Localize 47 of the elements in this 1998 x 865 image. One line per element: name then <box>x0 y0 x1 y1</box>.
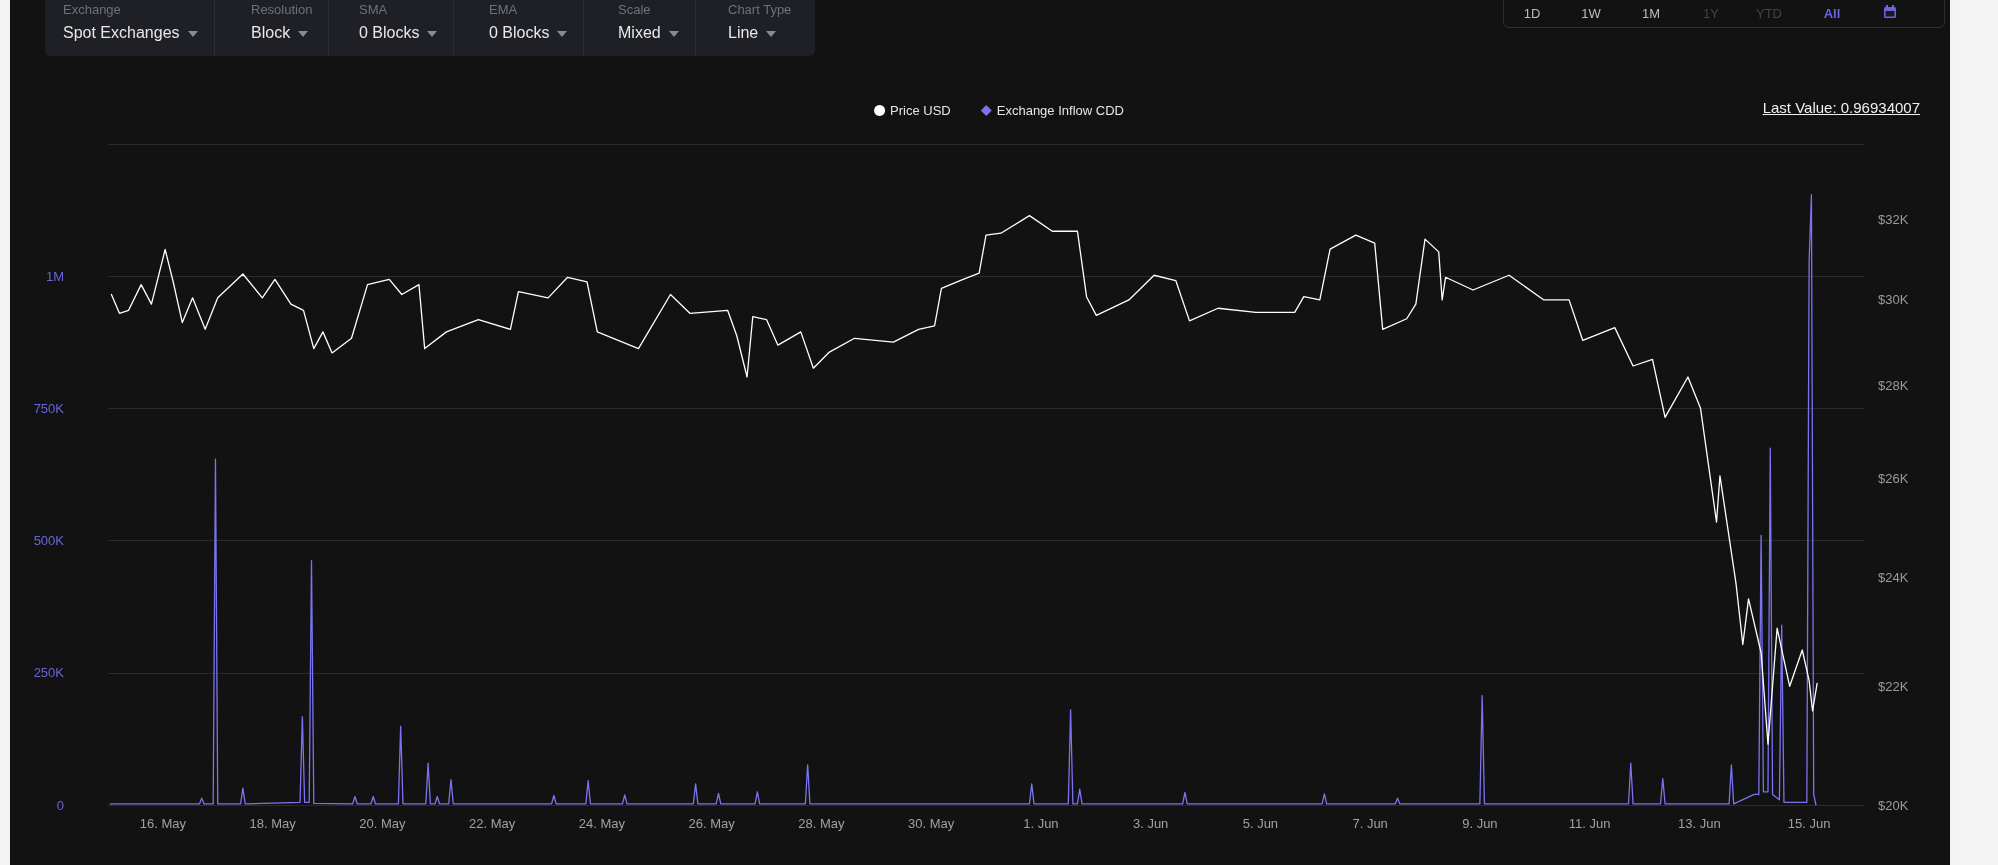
x-tick-label: 15. Jun <box>1787 816 1831 831</box>
text: Scale <box>618 2 652 17</box>
text: Exchange <box>63 2 122 17</box>
y2-tick-label: $20K <box>1878 797 1909 813</box>
y-tick-label: 750K <box>33 400 65 416</box>
x-tick-label: 26. May <box>688 816 736 831</box>
y-tick-label: 500K <box>33 533 65 549</box>
x-tick-label: 18. May <box>249 816 297 831</box>
text: Chart Type <box>728 2 792 17</box>
text: 1M <box>1641 6 1661 21</box>
x-tick-label: 7. Jun <box>1352 816 1388 831</box>
y-tick-label: 250K <box>33 665 65 681</box>
x-tick-label: 20. May <box>359 816 406 831</box>
x-tick-label: 16. May <box>139 816 187 831</box>
text: 0 Blocks <box>489 24 550 41</box>
text: 1D <box>1523 6 1541 21</box>
text: All <box>1823 6 1841 21</box>
legend-label: Exchange Inflow CDD <box>996 103 1124 118</box>
text: Line <box>728 24 759 41</box>
legend-label: Price USD <box>890 103 951 118</box>
text: Spot Exchanges <box>63 24 180 41</box>
y2-tick-label: $30K <box>1878 292 1909 308</box>
y2-tick-label: $32K <box>1878 212 1909 228</box>
text: EMA <box>489 2 519 17</box>
text: Mixed <box>618 24 661 41</box>
y2-tick-label: $28K <box>1878 378 1909 394</box>
x-tick-label: 24. May <box>578 816 626 831</box>
x-tick-label: 22. May <box>469 816 516 831</box>
text: 1W <box>1581 6 1601 21</box>
y2-tick-label: $26K <box>1878 470 1909 486</box>
text: Block <box>251 24 291 41</box>
x-tick-label: 28. May <box>798 816 845 831</box>
y-tick-label: 0 <box>56 797 64 813</box>
x-tick-label: 1. Jun <box>1023 816 1059 831</box>
x-tick-label: 9. Jun <box>1462 816 1498 831</box>
x-tick-label: 3. Jun <box>1132 816 1169 831</box>
x-tick-label: 30. May <box>908 816 955 831</box>
y-tick-label: 1M <box>45 268 64 284</box>
text: 0 Blocks <box>359 24 420 41</box>
text: Last Value: 0.96934007 <box>1762 99 1920 116</box>
x-tick-label: 11. Jun <box>1568 816 1611 831</box>
x-tick-label: 5. Jun <box>1242 816 1279 831</box>
y2-tick-label: $24K <box>1878 570 1909 586</box>
y2-tick-label: $22K <box>1878 678 1909 694</box>
x-tick-label: 13. Jun <box>1678 816 1721 831</box>
text: SMA <box>359 2 389 17</box>
text: Resolution <box>251 2 313 17</box>
